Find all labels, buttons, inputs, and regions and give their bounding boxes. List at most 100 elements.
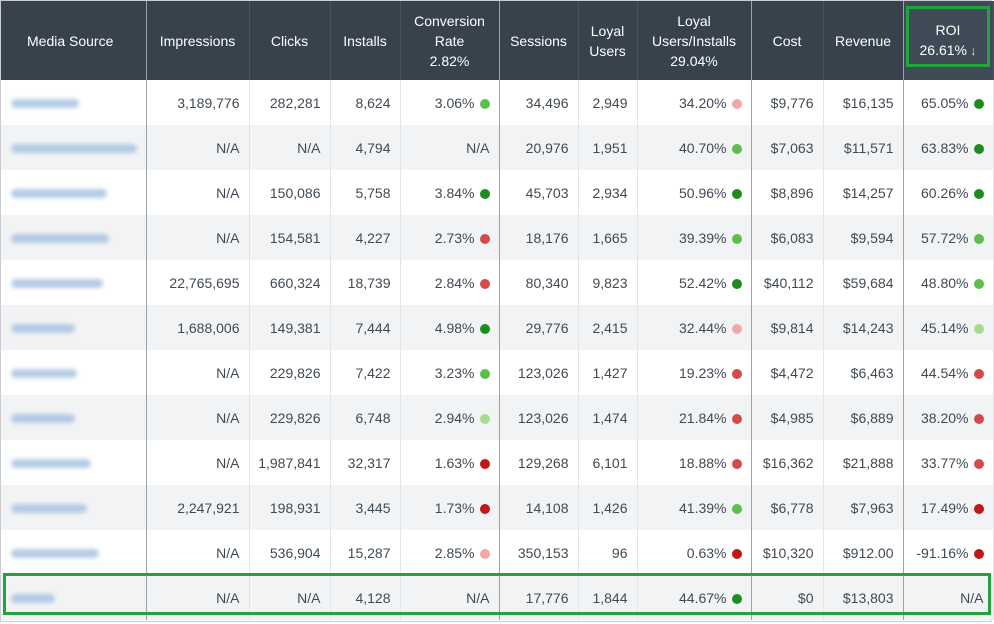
media-source-link[interactable] [11,99,79,109]
cell-value: 3.23% [434,364,475,381]
cell-value: 198,931 [269,499,321,516]
cell-installs: 32,317 [330,440,401,485]
table-row[interactable]: 1,688,006 149,381 7,444 4.98% 29,776 2,415 32.… [1,305,994,350]
media-source-link[interactable] [11,414,75,424]
table-row[interactable]: 3,189,776 282,281 8,624 3.06% 34,496 2,949 34.… [1,80,994,125]
cell-media-source[interactable] [1,575,147,620]
column-header-label: Installs [343,32,387,49]
cell-value: 14,108 [525,499,569,516]
cell-conversion-rate: N/A [400,575,500,620]
cell-loyal-users-installs: 19.23% [637,350,752,395]
cell-media-source[interactable] [1,260,147,305]
media-source-link[interactable] [11,324,75,334]
cell-cost: $16,362 [751,440,824,485]
cell-impressions: 2,247,921 [146,485,250,530]
cell-value: 536,904 [269,544,321,561]
column-header-sessions[interactable]: Sessions [499,1,579,80]
table-row[interactable]: N/A 536,904 15,287 2.85% 350,153 96 0.63% $10,3… [1,530,994,575]
cell-loyal-users-installs: 39.39% [637,215,752,260]
cell-sessions: 45,703 [499,170,579,215]
column-header-installs[interactable]: Installs [330,1,401,80]
cell-value: 18.88% [679,454,727,471]
cell-value: N/A [216,454,240,471]
cell-installs: 4,227 [330,215,401,260]
cell-value: 41.39% [679,499,727,516]
table-row[interactable]: N/A 150,086 5,758 3.84% 45,703 2,934 50.96% $8,… [1,170,994,215]
column-header-cost[interactable]: Cost [751,1,824,80]
media-source-link[interactable] [11,144,137,154]
table-row[interactable]: 22,765,695 660,324 18,739 2.84% 80,340 9,823 5… [1,260,994,305]
media-source-link[interactable] [11,504,87,514]
cell-loyal-users: 1,665 [578,215,638,260]
cell-value: 1.73% [434,499,475,516]
cell-media-source[interactable] [1,80,147,125]
cell-media-source[interactable] [1,395,147,440]
cell-loyal-users-installs: 44.67% [637,575,752,620]
cell-sessions: 123,026 [499,350,579,395]
media-source-link[interactable] [11,549,99,559]
cell-media-source[interactable] [1,305,147,350]
cell-value: $21,888 [842,454,894,471]
cell-sessions: 20,976 [499,125,579,170]
cell-value: 4,227 [355,229,391,246]
cell-value: 123,026 [517,409,569,426]
table-row[interactable]: N/A 154,581 4,227 2.73% 18,176 1,665 39.39% $6,… [1,215,994,260]
arrow-down-icon: ↓ [969,43,977,58]
table-row[interactable]: 2,247,921 198,931 3,445 1.73% 14,108 1,426 41.… [1,485,994,530]
status-dot-icon [479,503,490,514]
table-row[interactable]: N/A 1,987,841 32,317 1.63% 129,268 6,101 18.88… [1,440,994,485]
cell-revenue: $21,888 [823,440,904,485]
media-source-link[interactable] [11,234,109,244]
cell-media-source[interactable] [1,215,147,260]
column-header-loyal-users[interactable]: Loyal Users [578,1,638,80]
cell-media-source[interactable] [1,485,147,530]
cell-value: $59,684 [842,274,894,291]
column-header-label: Cost [772,32,802,49]
media-source-link[interactable] [11,594,55,604]
column-header-impressions[interactable]: Impressions [146,1,250,80]
cell-value: 3,189,776 [177,94,240,111]
column-header-media-source[interactable]: Media Source [1,1,147,80]
cell-value: $4,985 [770,409,814,426]
column-header-conversion-rate[interactable]: Conversion Rate 2.82% [400,1,500,80]
table-row[interactable]: N/A N/A 4,794 N/A 20,976 1,951 40.70% $7,063 $11… [1,125,994,170]
status-dot-icon [479,413,490,424]
cell-loyal-users-installs: 0.63% [637,530,752,575]
cell-media-source[interactable] [1,350,147,395]
media-source-link[interactable] [11,459,91,469]
cell-value: 660,324 [269,274,321,291]
cell-cost: $10,320 [751,530,824,575]
cell-value: 2.85% [434,544,475,561]
column-header-label: Loyal [590,22,625,39]
table-row[interactable]: N/A 229,826 6,748 2.94% 123,026 1,474 21.84% $4… [1,395,994,440]
cell-installs: 7,444 [330,305,401,350]
column-header-clicks[interactable]: Clicks [249,1,331,80]
media-source-link[interactable] [11,279,103,289]
cell-roi: 63.83% [903,125,994,170]
table-row[interactable]: N/A 229,826 7,422 3.23% 123,026 1,427 19.23% $4… [1,350,994,395]
media-source-link[interactable] [11,369,77,379]
cell-value: 19.23% [679,364,727,381]
cell-installs: 5,758 [330,170,401,215]
status-dot-icon [731,143,742,154]
cell-value: 33.77% [921,454,969,471]
media-source-link[interactable] [11,189,107,199]
cell-value: 2,247,921 [177,499,240,516]
cell-media-source[interactable] [1,125,147,170]
cell-media-source[interactable] [1,170,147,215]
table-row[interactable]: N/A N/A 4,128 N/A 17,776 1,844 44.67% $0 $13,803… [1,575,994,620]
cell-media-source[interactable] [1,530,147,575]
cell-value: N/A [466,139,490,156]
cell-loyal-users: 2,949 [578,80,638,125]
cell-value: 80,340 [525,274,569,291]
cell-conversion-rate: 4.98% [400,305,500,350]
cell-value: $16,362 [762,454,814,471]
column-header-roi[interactable]: ROI 26.61% ↓ [903,1,994,80]
status-dot-icon [731,188,742,199]
column-header-loyal-users-installs[interactable]: Loyal Users/Installs 29.04% [637,1,752,80]
cell-value: $9,814 [770,319,814,336]
column-header-revenue[interactable]: Revenue [823,1,904,80]
column-header-label: Clicks [270,32,309,49]
cell-value: 9,823 [592,274,628,291]
cell-media-source[interactable] [1,440,147,485]
